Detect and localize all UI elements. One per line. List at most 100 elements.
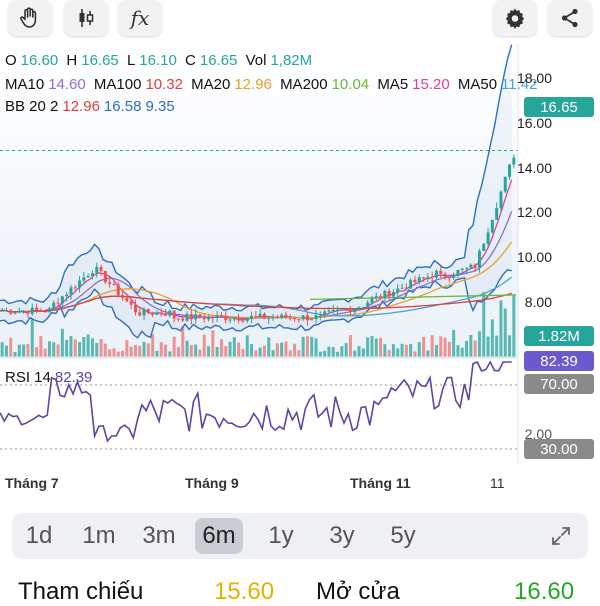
candle-body: [112, 284, 116, 286]
candle-body: [176, 318, 180, 320]
candle-body: [370, 298, 374, 303]
range-6m-button[interactable]: 6m: [195, 518, 243, 554]
volume-value: 1,82M: [270, 52, 313, 69]
candle-body: [452, 275, 456, 279]
ma50-label: MA50: [457, 76, 498, 93]
ma10-value: 14.60: [48, 76, 86, 93]
candle-body: [133, 304, 137, 313]
volume-bar: [336, 351, 340, 357]
volume-bar: [78, 342, 82, 357]
settings-button[interactable]: [493, 0, 537, 36]
volume-bar: [60, 328, 64, 357]
volume-bar: [271, 350, 275, 357]
candle-body: [250, 315, 254, 319]
candlestick-icon: [79, 9, 94, 27]
price-axis-tick: 14.00: [516, 160, 552, 176]
open-price-value: 16.60: [514, 578, 575, 605]
candle-body: [121, 295, 125, 298]
range-1m-button[interactable]: 1m: [82, 522, 116, 549]
price-axis-tick: 10.00: [516, 249, 552, 265]
candle-body: [503, 176, 507, 192]
volume-bar: [465, 340, 469, 357]
candle-body: [168, 310, 172, 316]
candle-body: [172, 310, 176, 319]
range-1y-button[interactable]: 1y: [268, 522, 294, 549]
candle-body: [486, 232, 490, 244]
range-5y-button[interactable]: 5y: [390, 522, 416, 549]
candle-body: [39, 309, 43, 312]
share-button[interactable]: [548, 0, 592, 36]
hand-tool-button[interactable]: [8, 0, 52, 36]
candlestick-chart: [0, 44, 519, 464]
indicator-button[interactable]: fx: [118, 0, 162, 36]
volume-bar: [245, 335, 249, 357]
candle-body: [460, 268, 464, 271]
candle-body: [288, 317, 292, 319]
volume-bar: [310, 336, 314, 357]
chart-type-button[interactable]: [64, 0, 108, 36]
volume-bar: [39, 336, 43, 357]
candle-body: [469, 264, 473, 268]
candle-body: [219, 315, 223, 317]
ma20-value: 12.96: [234, 76, 272, 93]
volume-bar: [426, 350, 430, 357]
range-1d-button[interactable]: 1d: [25, 522, 53, 549]
volume-bar: [43, 348, 47, 357]
volume-bar: [237, 342, 241, 357]
rsi-axis-tick: 2.00: [524, 426, 552, 442]
candle-body: [284, 314, 288, 318]
candle-body: [477, 250, 481, 268]
volume-bar: [86, 334, 90, 357]
rsi-label: RSI 14: [5, 369, 51, 386]
bb-legend: BB 20 2 12.96 16.58 9.35: [5, 98, 179, 115]
range-3y-button[interactable]: 3y: [329, 522, 355, 549]
fullscreen-button[interactable]: [537, 518, 585, 554]
open-value: 16.60: [20, 52, 59, 69]
volume-bar: [168, 351, 172, 357]
volume-bar: [452, 329, 456, 357]
candle-body: [267, 317, 271, 319]
candle-body: [245, 318, 249, 321]
volume-bar: [477, 331, 481, 357]
close-label: C: [185, 52, 196, 69]
ma20-label: MA20: [191, 76, 231, 93]
candle-body: [125, 297, 129, 302]
gear-icon: [505, 8, 525, 29]
volume-bar: [232, 337, 236, 357]
volume-bar: [473, 340, 477, 357]
volume-bar: [297, 350, 301, 357]
volume-bar: [366, 337, 370, 357]
candle-body: [146, 309, 150, 314]
volume-bar: [47, 341, 51, 357]
volume-bar: [228, 341, 232, 357]
ma50-value: 11.42: [501, 76, 538, 93]
candle-body: [340, 309, 344, 311]
expand-icon: [552, 527, 570, 545]
volume-bar: [250, 343, 254, 357]
candle-body: [422, 277, 426, 279]
volume-bar: [207, 346, 211, 357]
candle-body: [426, 276, 430, 278]
range-3m-button[interactable]: 3m: [142, 522, 176, 549]
high-label: H: [66, 52, 78, 69]
candle-body: [228, 319, 232, 321]
candle-body: [331, 310, 335, 312]
x-axis-label: Tháng 7: [5, 475, 59, 491]
candle-body: [194, 314, 198, 320]
candle-body: [258, 313, 262, 317]
ma10-label: MA10: [5, 76, 45, 93]
volume-bar: [211, 330, 215, 357]
candle-body: [99, 266, 103, 272]
price-chart[interactable]: O 16.60 H 16.65 L 16.10 C 16.65 Vol 1,82M MA1…: [0, 44, 600, 464]
volume-bar: [155, 350, 159, 357]
volume-bar: [495, 335, 499, 357]
candle-body: [297, 319, 301, 321]
candle-body: [495, 207, 499, 220]
volume-bar: [35, 347, 39, 357]
volume-label: Vol: [245, 52, 267, 69]
volume-bar: [353, 350, 357, 357]
volume-bar: [215, 347, 219, 357]
candle-body: [241, 320, 245, 322]
candle-body: [73, 287, 77, 289]
rsi-value-tag: 82.39: [524, 351, 594, 371]
